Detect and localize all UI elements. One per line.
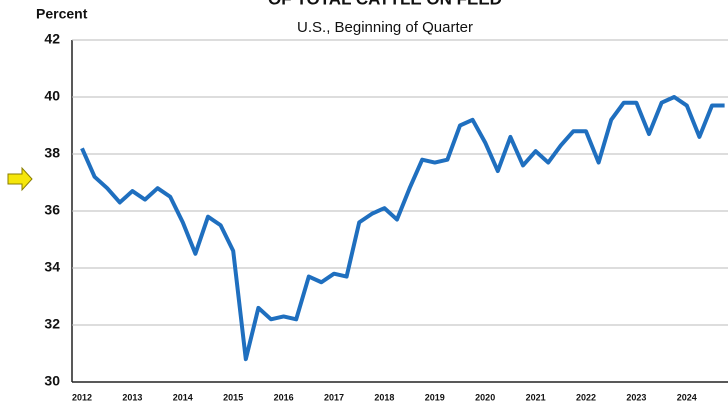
y-tick-label: 40 xyxy=(44,88,60,104)
y-tick-label: 42 xyxy=(44,31,60,47)
x-tick-label: 2016 xyxy=(274,392,294,402)
chart-title: OF TOTAL CATTLE ON FEED xyxy=(268,0,502,8)
y-tick-label: 32 xyxy=(44,316,60,332)
x-tick-label: 2018 xyxy=(374,392,394,402)
x-tick-label: 2020 xyxy=(475,392,495,402)
x-tick-label: 2024 xyxy=(677,392,697,402)
chart-subtitle: U.S., Beginning of Quarter xyxy=(297,19,473,36)
data-line xyxy=(80,95,725,362)
y-tick-label: 36 xyxy=(44,202,60,218)
y-axis-label: Percent xyxy=(36,6,88,22)
y-tick-label: 30 xyxy=(44,373,60,389)
x-tick-label: 2014 xyxy=(173,392,193,402)
x-tick-label: 2017 xyxy=(324,392,344,402)
y-tick-label: 38 xyxy=(44,145,60,161)
y-tick-label: 34 xyxy=(44,259,60,275)
x-tick-label: 2022 xyxy=(576,392,596,402)
x-tick-label: 2023 xyxy=(626,392,646,402)
x-tick-label: 2019 xyxy=(425,392,445,402)
x-tick-label: 2012 xyxy=(72,392,92,402)
x-tick-label: 2015 xyxy=(223,392,243,402)
x-tick-label: 2021 xyxy=(526,392,546,402)
x-tick-label: 2013 xyxy=(122,392,142,402)
arrow-indicator xyxy=(7,166,33,192)
